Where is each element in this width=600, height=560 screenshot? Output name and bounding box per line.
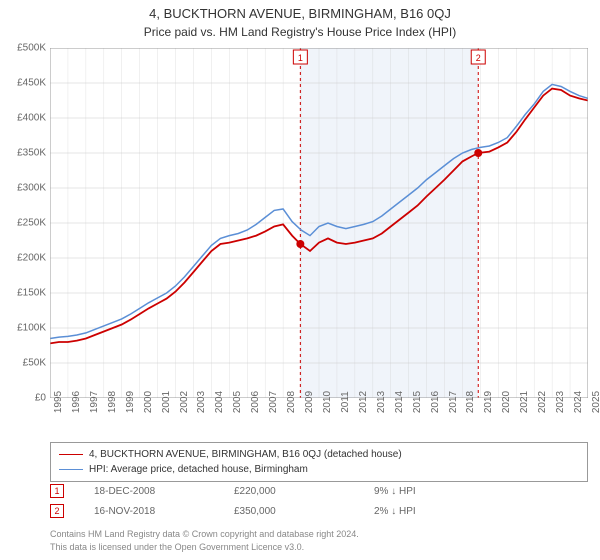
event-delta-1: 9% ↓ HPI bbox=[374, 486, 484, 497]
x-tick-label: 2003 bbox=[196, 391, 207, 413]
legend-swatch-property bbox=[59, 454, 83, 456]
x-tick-label: 1996 bbox=[71, 391, 82, 413]
x-tick-label: 2008 bbox=[286, 391, 297, 413]
event-date-2: 16-NOV-2018 bbox=[94, 506, 204, 517]
x-tick-label: 1999 bbox=[125, 391, 136, 413]
chart-plot-area: 12 bbox=[50, 48, 588, 398]
x-tick-label: 2009 bbox=[304, 391, 315, 413]
x-tick-label: 2021 bbox=[519, 391, 530, 413]
footer-attribution: Contains HM Land Registry data © Crown c… bbox=[50, 528, 588, 553]
event-date-1: 18-DEC-2008 bbox=[94, 486, 204, 497]
chart-container: 4, BUCKTHORN AVENUE, BIRMINGHAM, B16 0QJ… bbox=[0, 0, 600, 560]
svg-text:2: 2 bbox=[476, 53, 481, 63]
event-marker-1: 1 bbox=[50, 484, 64, 498]
legend-row-hpi: HPI: Average price, detached house, Birm… bbox=[59, 462, 579, 477]
y-tick-label: £400K bbox=[4, 113, 46, 124]
y-tick-label: £0 bbox=[4, 393, 46, 404]
x-tick-label: 2020 bbox=[501, 391, 512, 413]
y-tick-label: £150K bbox=[4, 288, 46, 299]
event-row-1: 1 18-DEC-2008 £220,000 9% ↓ HPI bbox=[50, 484, 588, 498]
x-tick-label: 2019 bbox=[483, 391, 494, 413]
legend-row-property: 4, BUCKTHORN AVENUE, BIRMINGHAM, B16 0QJ… bbox=[59, 447, 579, 462]
x-tick-label: 2000 bbox=[143, 391, 154, 413]
y-tick-label: £450K bbox=[4, 78, 46, 89]
chart-svg: 12 bbox=[50, 48, 588, 398]
x-tick-label: 2024 bbox=[573, 391, 584, 413]
x-tick-label: 2018 bbox=[465, 391, 476, 413]
y-tick-label: £300K bbox=[4, 183, 46, 194]
x-tick-label: 2017 bbox=[448, 391, 459, 413]
x-tick-label: 2010 bbox=[322, 391, 333, 413]
events-table: 1 18-DEC-2008 £220,000 9% ↓ HPI 2 16-NOV… bbox=[50, 484, 588, 524]
event-row-2: 2 16-NOV-2018 £350,000 2% ↓ HPI bbox=[50, 504, 588, 518]
legend-box: 4, BUCKTHORN AVENUE, BIRMINGHAM, B16 0QJ… bbox=[50, 442, 588, 482]
x-tick-label: 2022 bbox=[537, 391, 548, 413]
y-tick-label: £350K bbox=[4, 148, 46, 159]
x-tick-label: 2012 bbox=[358, 391, 369, 413]
x-tick-label: 1998 bbox=[107, 391, 118, 413]
y-tick-label: £50K bbox=[4, 358, 46, 369]
y-tick-label: £250K bbox=[4, 218, 46, 229]
chart-title: 4, BUCKTHORN AVENUE, BIRMINGHAM, B16 0QJ bbox=[0, 0, 600, 21]
x-tick-label: 2001 bbox=[161, 391, 172, 413]
legend-label-property: 4, BUCKTHORN AVENUE, BIRMINGHAM, B16 0QJ… bbox=[89, 447, 402, 462]
x-tick-label: 2004 bbox=[214, 391, 225, 413]
x-tick-label: 1995 bbox=[53, 391, 64, 413]
y-tick-label: £500K bbox=[4, 43, 46, 54]
y-tick-label: £200K bbox=[4, 253, 46, 264]
x-tick-label: 2025 bbox=[591, 391, 600, 413]
event-marker-2: 2 bbox=[50, 504, 64, 518]
x-tick-label: 2013 bbox=[376, 391, 387, 413]
legend-swatch-hpi bbox=[59, 469, 83, 471]
event-price-1: £220,000 bbox=[234, 486, 344, 497]
y-tick-label: £100K bbox=[4, 323, 46, 334]
svg-text:1: 1 bbox=[298, 53, 303, 63]
x-tick-label: 2007 bbox=[268, 391, 279, 413]
x-tick-label: 2015 bbox=[412, 391, 423, 413]
footer-line-1: Contains HM Land Registry data © Crown c… bbox=[50, 528, 588, 541]
footer-line-2: This data is licensed under the Open Gov… bbox=[50, 541, 588, 554]
event-price-2: £350,000 bbox=[234, 506, 344, 517]
x-tick-label: 2023 bbox=[555, 391, 566, 413]
x-tick-label: 2014 bbox=[394, 391, 405, 413]
x-tick-label: 2011 bbox=[340, 391, 351, 413]
x-tick-label: 2002 bbox=[179, 391, 190, 413]
event-delta-2: 2% ↓ HPI bbox=[374, 506, 484, 517]
x-tick-label: 1997 bbox=[89, 391, 100, 413]
chart-subtitle: Price paid vs. HM Land Registry's House … bbox=[0, 21, 600, 39]
x-tick-label: 2005 bbox=[232, 391, 243, 413]
legend-label-hpi: HPI: Average price, detached house, Birm… bbox=[89, 462, 308, 477]
x-tick-label: 2016 bbox=[430, 391, 441, 413]
x-tick-label: 2006 bbox=[250, 391, 261, 413]
